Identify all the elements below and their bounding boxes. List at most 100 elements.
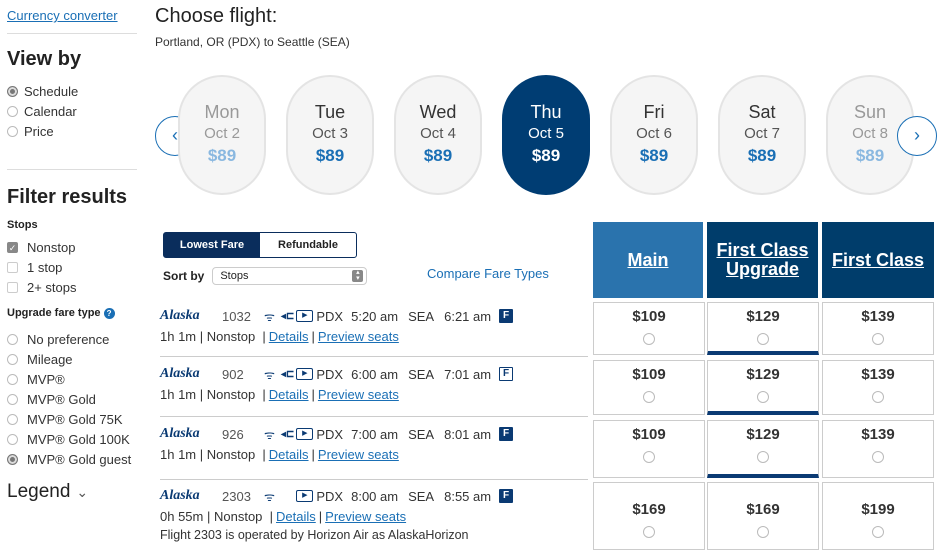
- fare-cell-first[interactable]: $139: [822, 420, 934, 478]
- radio-button[interactable]: [7, 353, 18, 365]
- checkbox[interactable]: ✓: [7, 241, 18, 253]
- view-by-option[interactable]: Calendar: [7, 101, 137, 121]
- option-label: MVP® Gold 75K: [27, 411, 123, 427]
- fare-radio[interactable]: [757, 526, 769, 538]
- fare-price: $129: [746, 308, 780, 325]
- radio-button[interactable]: [7, 105, 18, 117]
- separator: |: [196, 329, 207, 344]
- date-option-wed[interactable]: Wed Oct 4 $89: [394, 75, 482, 195]
- upgrade-type-option[interactable]: No preference: [7, 329, 137, 349]
- help-icon[interactable]: ?: [103, 308, 115, 319]
- day-name: Tue: [314, 102, 346, 122]
- compare-fare-types-link[interactable]: Compare Fare Types: [427, 266, 549, 281]
- fare-price: $109: [632, 366, 666, 383]
- fare-header-first-class[interactable]: First Class: [822, 222, 934, 298]
- date-option-sun[interactable]: Sun Oct 8 $89: [826, 75, 914, 195]
- fare-cell-main[interactable]: $109: [593, 360, 705, 415]
- next-dates-button[interactable]: ›: [897, 116, 937, 156]
- lowest-fare-tab[interactable]: Lowest Fare: [164, 233, 260, 257]
- radio-button[interactable]: [7, 373, 18, 385]
- fare-radio[interactable]: [872, 526, 884, 538]
- fare-cell-first[interactable]: $139: [822, 360, 934, 415]
- details-link[interactable]: Details: [276, 509, 316, 524]
- view-by-option[interactable]: Schedule: [7, 81, 137, 101]
- fare-cell-first-upgrade[interactable]: $169: [707, 482, 819, 550]
- radio-button[interactable]: [7, 125, 18, 137]
- preview-seats-link[interactable]: Preview seats: [317, 387, 399, 402]
- radio-button[interactable]: [7, 413, 18, 425]
- upgrade-fare-text: Upgrade fare type: [7, 307, 101, 319]
- checkbox[interactable]: [7, 261, 18, 273]
- checkbox[interactable]: [7, 281, 18, 293]
- option-label: MVP® Gold 100K: [27, 431, 130, 447]
- sidebar: Currency converter View by Schedule Calen…: [7, 0, 137, 503]
- fare-radio[interactable]: [872, 451, 884, 463]
- fare-cell-first[interactable]: $139: [822, 302, 934, 355]
- legend-toggle[interactable]: Legend ⌄: [7, 481, 137, 503]
- duration: 1h 1m: [160, 387, 197, 402]
- preview-seats-link[interactable]: Preview seats: [317, 447, 399, 462]
- fare-header-first-class-upgrade[interactable]: First Class Upgrade: [707, 222, 818, 298]
- duration: 0h 55m: [160, 509, 204, 524]
- radio-button[interactable]: [7, 85, 18, 97]
- fare-radio[interactable]: [757, 391, 769, 403]
- upgrade-type-option[interactable]: MVP® Gold: [7, 389, 137, 409]
- stops-option[interactable]: 2+ stops: [7, 277, 137, 297]
- fare-radio[interactable]: [757, 451, 769, 463]
- flight-row: Alaska 1032 ᯤ ◂⊏ ▶ PDX 5:20 am SEA 6:21 am F 1h 1m…: [160, 306, 588, 357]
- flight-number: 902: [222, 366, 244, 382]
- upgrade-type-option[interactable]: MVP®: [7, 369, 137, 389]
- flight-number: 2303: [222, 488, 251, 504]
- arrival-time: 7:01 am: [444, 366, 492, 382]
- fare-radio[interactable]: [643, 391, 655, 403]
- fare-cell-first[interactable]: $199: [822, 482, 934, 550]
- stops-option[interactable]: 1 stop: [7, 257, 137, 277]
- view-by-option[interactable]: Price: [7, 121, 137, 141]
- currency-converter-link[interactable]: Currency converter: [7, 8, 137, 34]
- wifi-icon: ᯤ: [264, 427, 275, 442]
- fare-radio[interactable]: [872, 391, 884, 403]
- radio-button[interactable]: [7, 393, 18, 405]
- fare-cell-first-upgrade[interactable]: $129: [707, 302, 819, 355]
- alaska-logo: Alaska: [160, 488, 200, 503]
- fare-radio[interactable]: [643, 526, 655, 538]
- upgrade-type-option[interactable]: MVP® Gold 75K: [7, 409, 137, 429]
- departure-airport: PDX: [316, 426, 344, 442]
- preview-seats-link[interactable]: Preview seats: [325, 509, 407, 524]
- fcu-line2: Upgrade: [725, 259, 799, 279]
- fare-cell-first-upgrade[interactable]: $129: [707, 420, 819, 478]
- day-price: $89: [315, 146, 345, 165]
- fare-cell-main[interactable]: $169: [593, 482, 705, 550]
- preview-seats-link[interactable]: Preview seats: [317, 329, 399, 344]
- refundable-tab[interactable]: Refundable: [278, 239, 338, 251]
- fare-price: $169: [632, 501, 666, 518]
- upgrade-type-option[interactable]: Mileage: [7, 349, 137, 369]
- fare-radio[interactable]: [757, 333, 769, 345]
- date-option-tue[interactable]: Tue Oct 3 $89: [286, 75, 374, 195]
- fare-header-main[interactable]: Main: [593, 222, 703, 298]
- date-option-sat[interactable]: Sat Oct 7 $89: [718, 75, 806, 195]
- departure-time: 6:00 am: [351, 366, 399, 382]
- fare-radio[interactable]: [643, 333, 655, 345]
- radio-button[interactable]: [7, 433, 18, 445]
- date-option-fri[interactable]: Fri Oct 6 $89: [610, 75, 698, 195]
- radio-button[interactable]: [7, 453, 18, 465]
- upgrade-type-option[interactable]: MVP® Gold guest: [7, 449, 137, 469]
- fare-cell-first-upgrade[interactable]: $129: [707, 360, 819, 415]
- details-link[interactable]: Details: [268, 387, 309, 402]
- radio-button[interactable]: [7, 333, 18, 345]
- sort-select[interactable]: Stops ▴ ▾: [212, 267, 368, 285]
- details-link[interactable]: Details: [268, 329, 309, 344]
- flight-meta: 1h 1m | Nonstop | Details | Preview seats: [160, 384, 588, 406]
- stops-option[interactable]: ✓ Nonstop: [7, 237, 137, 257]
- fare-radio[interactable]: [872, 333, 884, 345]
- fare-cell-main[interactable]: $109: [593, 302, 705, 355]
- day-price: $89: [747, 146, 777, 165]
- details-link[interactable]: Details: [268, 447, 309, 462]
- date-option-mon[interactable]: Mon Oct 2 $89: [178, 75, 266, 195]
- date-option-thu[interactable]: Thu Oct 5 $89: [502, 75, 590, 195]
- fare-cell-main[interactable]: $109: [593, 420, 705, 478]
- fare-radio[interactable]: [643, 451, 655, 463]
- wifi-icon: ᯤ: [264, 367, 275, 382]
- upgrade-type-option[interactable]: MVP® Gold 100K: [7, 429, 137, 449]
